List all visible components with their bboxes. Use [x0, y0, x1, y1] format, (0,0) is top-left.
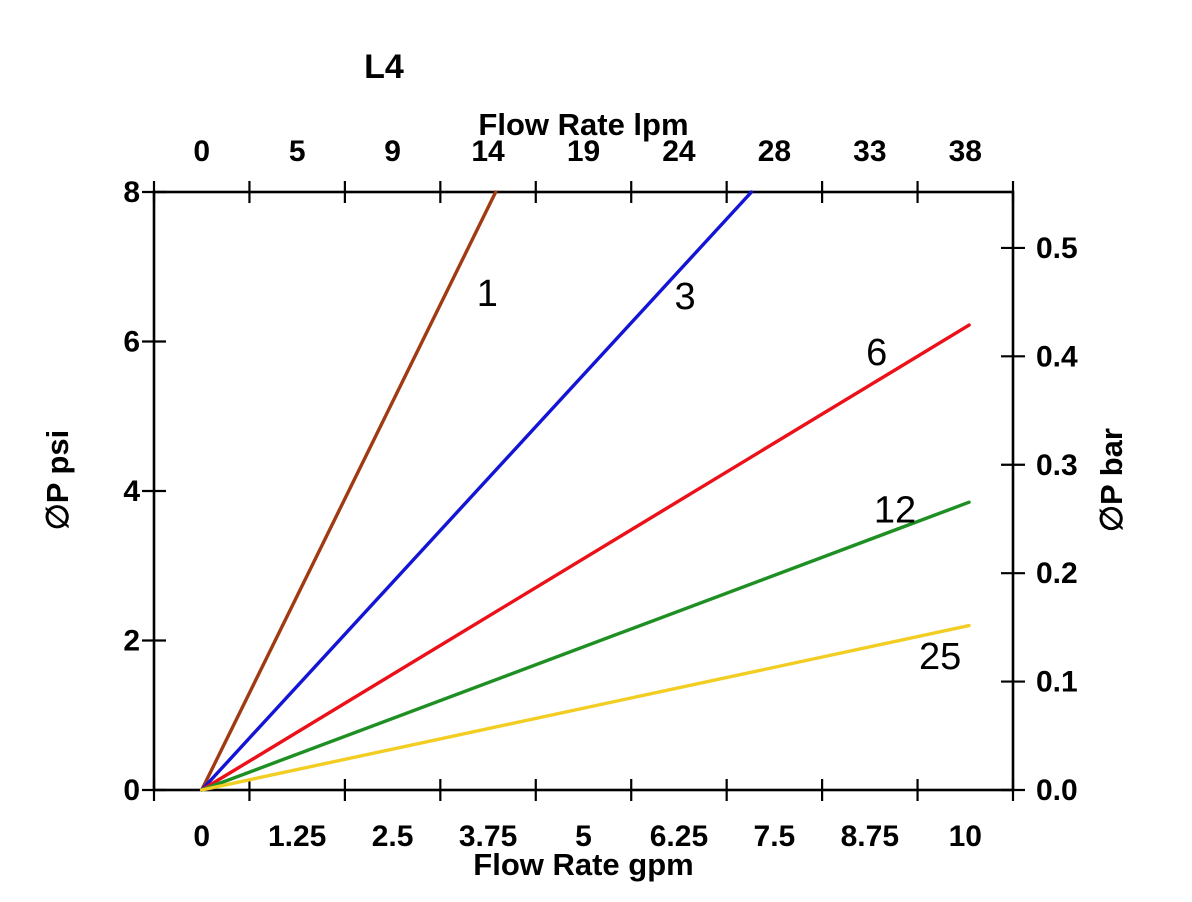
right-axis-tick-label: 0.2	[1036, 557, 1078, 590]
left-axis-tick-label: 0	[123, 774, 140, 807]
left-axis-tick-label: 6	[123, 326, 140, 359]
left-axis-tick-label: 8	[123, 176, 140, 209]
bottom-axis-tick-label: 6.25	[650, 820, 708, 853]
right-axis-tick-label: 0.1	[1036, 666, 1078, 699]
top-axis-tick-label: 0	[193, 135, 210, 168]
bottom-axis-tick-label: 1.25	[268, 820, 326, 853]
top-axis-tick-label: 38	[949, 135, 982, 168]
bottom-axis-tick-label: 0	[193, 820, 210, 853]
bottom-axis-tick-label: 3.75	[459, 820, 517, 853]
bottom-axis-tick-label: 7.5	[754, 820, 796, 853]
series-line-12	[200, 500, 971, 792]
chart-title: L4	[364, 48, 404, 86]
top-axis-tick-label: 33	[853, 135, 886, 168]
right-axis-tick-label: 0.4	[1036, 340, 1078, 373]
bottom-axis-tick-label: 10	[949, 820, 982, 853]
top-axis-tick-label: 28	[758, 135, 791, 168]
series-line-3	[200, 190, 754, 792]
right-axis-title: ∅P bar	[1094, 428, 1129, 532]
top-axis-tick-label: 9	[384, 135, 401, 168]
top-axis-tick-label: 24	[662, 135, 696, 168]
series-label-6: 6	[866, 332, 887, 374]
left-axis-tick-label: 4	[123, 475, 140, 508]
top-axis-title: Flow Rate lpm	[478, 107, 688, 142]
bottom-axis-tick-label: 8.75	[841, 820, 899, 853]
series-line-6	[200, 323, 971, 792]
top-axis-tick-label: 19	[567, 135, 600, 168]
bottom-axis-tick-label: 2.5	[372, 820, 414, 853]
series-label-1: 1	[477, 273, 498, 315]
series-line-1	[200, 190, 498, 792]
right-axis-tick-label: 0.3	[1036, 449, 1078, 482]
left-axis-tick-label: 2	[123, 625, 140, 658]
top-axis-tick-label: 14	[471, 135, 505, 168]
series-line-25	[200, 623, 971, 792]
series-label-12: 12	[874, 490, 916, 532]
right-axis-tick-label: 0.5	[1036, 232, 1078, 265]
top-axis-tick-label: 5	[289, 135, 306, 168]
series-label-3: 3	[674, 276, 695, 318]
series-label-25: 25	[919, 636, 961, 678]
bottom-axis-title: Flow Rate gpm	[473, 847, 693, 882]
right-axis-tick-label: 0.0	[1036, 774, 1078, 807]
left-axis-title: ∅P psi	[40, 430, 75, 531]
bottom-axis-tick-label: 5	[575, 820, 592, 853]
